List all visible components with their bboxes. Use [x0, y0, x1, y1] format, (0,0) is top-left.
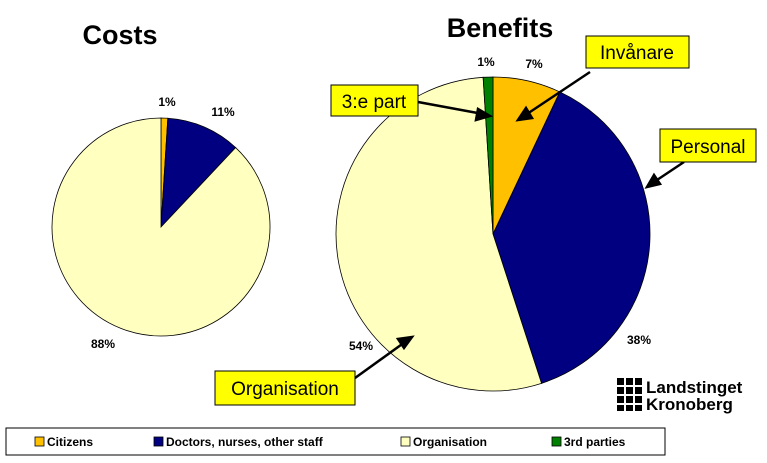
callout-box-3e-part — [330, 84, 419, 117]
arrowhead-personal — [644, 172, 663, 189]
callout-arrows — [354, 70, 685, 380]
costs-label-organisation: 88% — [91, 337, 115, 351]
legend: Citizens Doctors, nurses, other staff Or… — [5, 427, 666, 456]
callout-box-organisation — [214, 370, 356, 406]
benefits-label-staff: 38% — [627, 333, 651, 347]
arrowhead-invanare — [515, 105, 535, 122]
arrow-personal — [653, 160, 685, 184]
legend-swatch-citizens — [34, 436, 45, 447]
costs-slice-doctors-nurses-other-staff — [160, 117, 237, 229]
benefits-label-3rd-parties: 1% — [477, 55, 495, 69]
logo-line2: Kronoberg — [646, 395, 733, 414]
logo-mark-icon — [617, 378, 642, 411]
costs-title: Costs — [82, 20, 157, 50]
legend-swatch-staff — [153, 436, 164, 447]
callout-personal: Personal — [671, 137, 746, 158]
legend-label-organisation: Organisation — [413, 435, 487, 449]
costs-pie — [51, 117, 271, 337]
callout-organisation: Organisation — [231, 379, 339, 400]
legend-label-3rd-parties: 3rd parties — [564, 435, 626, 449]
benefits-slice-doctors-nurses-other-staff — [492, 91, 651, 384]
legend-label-citizens: Citizens — [47, 435, 93, 449]
legend-swatch-organisation — [400, 436, 411, 447]
costs-label-citizens: 1% — [158, 95, 176, 109]
landstinget-kronoberg-logo: Landstinget Kronoberg — [617, 378, 743, 414]
callout-invanare: Invånare — [600, 43, 674, 64]
arrow-3e-part — [417, 100, 484, 116]
logo-line1: Landstinget — [646, 378, 743, 397]
callout-box-personal — [659, 128, 757, 163]
legend-label-staff: Doctors, nurses, other staff — [166, 435, 324, 449]
benefits-title: Benefits — [447, 13, 554, 43]
arrow-organisation — [354, 340, 406, 380]
costs-slice-organisation — [51, 117, 271, 337]
arrowhead-3e-part — [474, 107, 494, 122]
benefits-pie — [335, 76, 651, 392]
legend-swatch-3rd-parties — [551, 436, 562, 447]
callout-box-invanare — [585, 35, 690, 69]
benefits-label-organisation: 54% — [349, 339, 373, 353]
benefits-label-citizens: 7% — [525, 57, 543, 71]
arrow-invanare — [523, 70, 591, 118]
callout-3e-part: 3:e part — [342, 92, 407, 113]
arrowhead-organisation — [395, 335, 415, 351]
costs-label-staff: 11% — [211, 105, 235, 119]
